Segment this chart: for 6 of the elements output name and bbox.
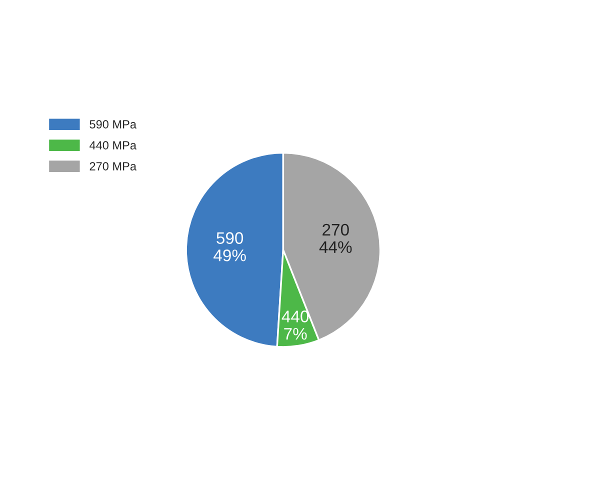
data-label: 590 49%: [214, 232, 246, 262]
data-label: 440 7%: [282, 310, 309, 340]
legend-label: 590 MPa: [90, 120, 136, 128]
legend-label: 270 MPa: [90, 162, 136, 170]
data-label: 270 44%: [319, 224, 352, 253]
legend-label: 440 MPa: [90, 141, 136, 150]
